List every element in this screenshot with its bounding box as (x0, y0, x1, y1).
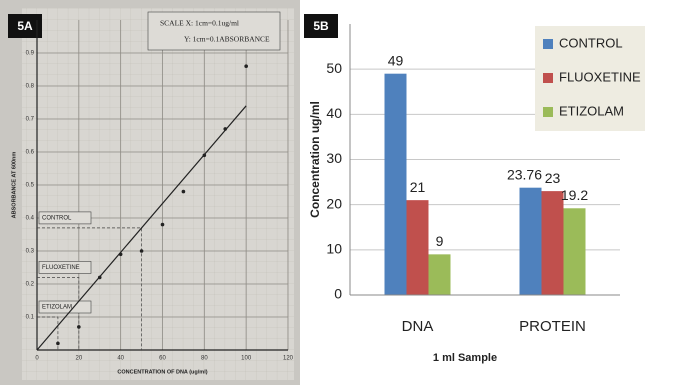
legend-label: ETIZOLAM (559, 103, 624, 118)
y-tick-label: 10 (326, 241, 342, 257)
x-axis-title: CONCENTRATION OF DNA (ug/ml) (117, 369, 207, 375)
y-tick-label: 50 (326, 60, 342, 76)
bar (520, 188, 542, 295)
x-tick-label: 60 (159, 356, 166, 362)
y-tick-label: 30 (326, 150, 342, 166)
y-axis-title: ABSORBANCE AT 600nm (11, 152, 17, 219)
y-axis-title: Concentration ug/ml (308, 101, 322, 218)
x-tick-label: 20 (75, 356, 82, 362)
annotation: ETIZOLAM (42, 305, 72, 311)
legend-swatch (543, 73, 553, 83)
data-point (77, 325, 81, 329)
y-tick-label: 0 (334, 286, 342, 302)
annotation: CONTROL (42, 215, 72, 221)
scale-note: Y: 1cm=0.1ABSORBANCE (184, 35, 270, 44)
bar (542, 191, 564, 295)
data-point (244, 64, 248, 68)
y-tick-label: 40 (326, 105, 342, 121)
scale-box (148, 12, 280, 50)
annotation: FLUOXETINE (42, 265, 80, 271)
legend-label: CONTROL (559, 35, 623, 50)
y-tick-label: 0.8 (26, 84, 35, 90)
bar (385, 74, 407, 295)
panel-label: 5B (313, 19, 329, 33)
y-tick-label: 0.9 (26, 51, 35, 57)
paper-grid (22, 8, 294, 380)
panel-label: 5A (17, 19, 33, 33)
data-label: 19.2 (561, 187, 588, 203)
data-label: 23 (545, 170, 561, 186)
data-label: 21 (410, 179, 426, 195)
scale-note: SCALE X: 1cm=0.1ug/ml (160, 19, 239, 28)
x-tick-label: 40 (117, 356, 124, 362)
y-tick-label: 0.5 (26, 183, 35, 189)
data-point (161, 223, 165, 227)
data-point (203, 154, 207, 158)
bar (429, 254, 451, 295)
legend-swatch (543, 107, 553, 117)
data-point (98, 276, 102, 280)
x-axis-title: 1 ml Sample (433, 352, 497, 364)
y-tick-label: 0.1 (26, 315, 35, 321)
y-tick-label: 0.6 (26, 150, 35, 156)
y-tick-label: 20 (326, 195, 342, 211)
data-point (119, 253, 123, 257)
data-label: 9 (436, 233, 444, 249)
x-tick-label: 100 (241, 356, 252, 362)
y-tick-label: 0.2 (26, 282, 35, 288)
data-label: 23.76 (507, 166, 542, 182)
x-tick-label: PROTEIN (519, 318, 586, 335)
data-label: 49 (388, 52, 404, 68)
legend-label: FLUOXETINE (559, 69, 641, 84)
y-tick-label: 0.7 (26, 117, 35, 123)
figure: 5A 0 20 40 60 80 100 120 0.1 0.2 0.3 0.4 0.5 0.6 0.7 0.… (0, 0, 686, 385)
x-tick-label: DNA (402, 318, 434, 335)
legend-swatch (543, 39, 553, 49)
data-point (223, 127, 227, 131)
y-tick-label: 0.4 (26, 216, 35, 222)
data-point (140, 249, 144, 253)
bar (407, 200, 429, 295)
data-point (182, 190, 186, 194)
x-tick-label: 80 (201, 356, 208, 362)
data-point (56, 342, 60, 346)
x-tick-label: 120 (283, 356, 294, 362)
bar (564, 208, 586, 295)
y-tick-label: 0.3 (26, 249, 35, 255)
